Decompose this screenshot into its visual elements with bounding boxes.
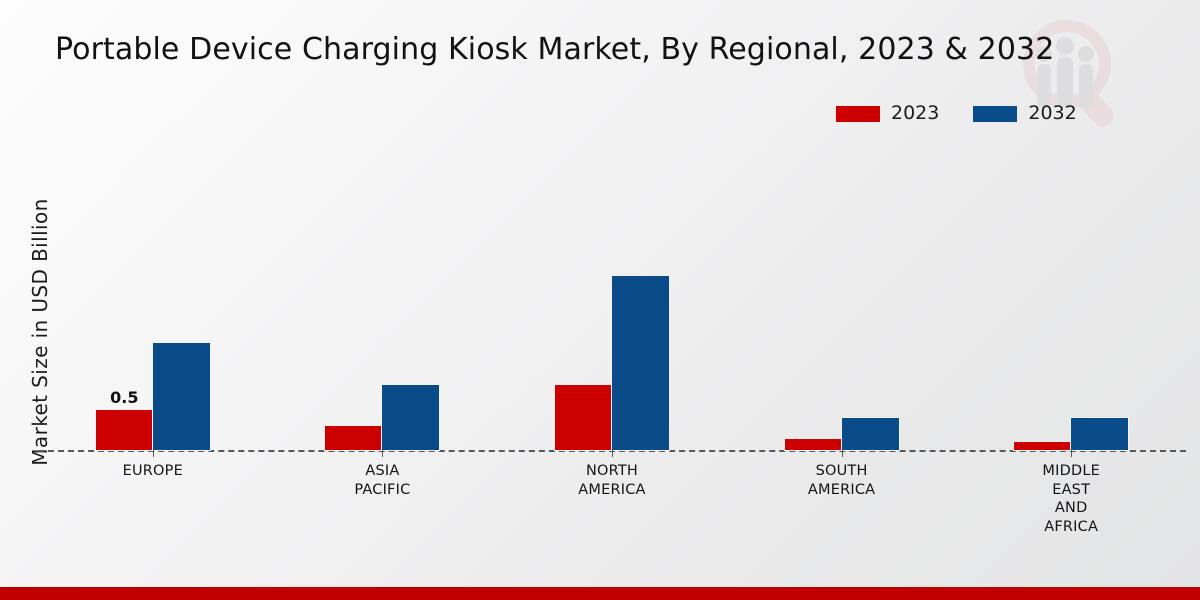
x-axis-category-label: SOUTH AMERICA [807,463,876,498]
bar-pair [324,150,441,451]
bar-pair [1013,150,1130,451]
bar-2023[interactable]: 0.5 [94,388,154,451]
bar-group: ASIA PACIFIC [268,150,498,498]
footer-accent-bar [0,587,1200,600]
chart-title: Portable Device Charging Kiosk Market, B… [55,32,1055,67]
bar-2023[interactable] [324,425,384,451]
legend-swatch-2032 [973,105,1018,122]
chart-legend: 2023 2032 [836,104,1077,123]
bar-2023[interactable] [783,438,843,451]
legend-label-2032: 2032 [1028,102,1077,124]
bar-2023[interactable] [1013,441,1073,451]
x-axis-category-label: EUROPE [122,463,183,479]
legend-label-2023: 2023 [891,102,940,124]
bar-2032[interactable] [151,342,211,451]
x-axis-tick [841,450,843,457]
x-axis-tick [152,450,154,457]
bar-pair [553,150,670,451]
legend-swatch-2023 [836,105,880,122]
x-axis-tick [382,450,384,457]
legend-item-2032[interactable]: 2032 [973,102,1077,124]
bar-value-label: 0.5 [110,388,139,407]
bar-2023[interactable] [553,384,613,451]
bar-2032[interactable] [610,275,670,451]
bar-group: NORTH AMERICA [497,150,727,498]
x-axis-category-label: ASIA PACIFIC [354,463,411,498]
bar-pair: 0.5 [94,150,211,451]
x-axis-category-label: NORTH AMERICA [578,463,646,498]
x-axis-tick [1071,450,1073,457]
bar-group: SOUTH AMERICA [727,150,957,498]
bar-2032[interactable] [840,417,900,451]
plot-area: 0.5 EUROPE ASIA PACIFIC NORTH AMERICA SOUTH … [38,150,1186,535]
bar-pair [783,150,900,451]
legend-item-2023[interactable]: 2023 [836,104,939,123]
bar-group: 0.5 EUROPE [38,150,268,479]
x-axis-category-label: MIDDLE EAST AND AFRICA [1042,463,1100,535]
bar-group: MIDDLE EAST AND AFRICA [956,150,1186,535]
bar-groups: 0.5 EUROPE ASIA PACIFIC NORTH AMERICA SOUTH … [38,150,1186,535]
x-axis-tick [611,450,613,457]
bar-2032[interactable] [1070,417,1130,451]
bar-2032[interactable] [381,384,441,451]
